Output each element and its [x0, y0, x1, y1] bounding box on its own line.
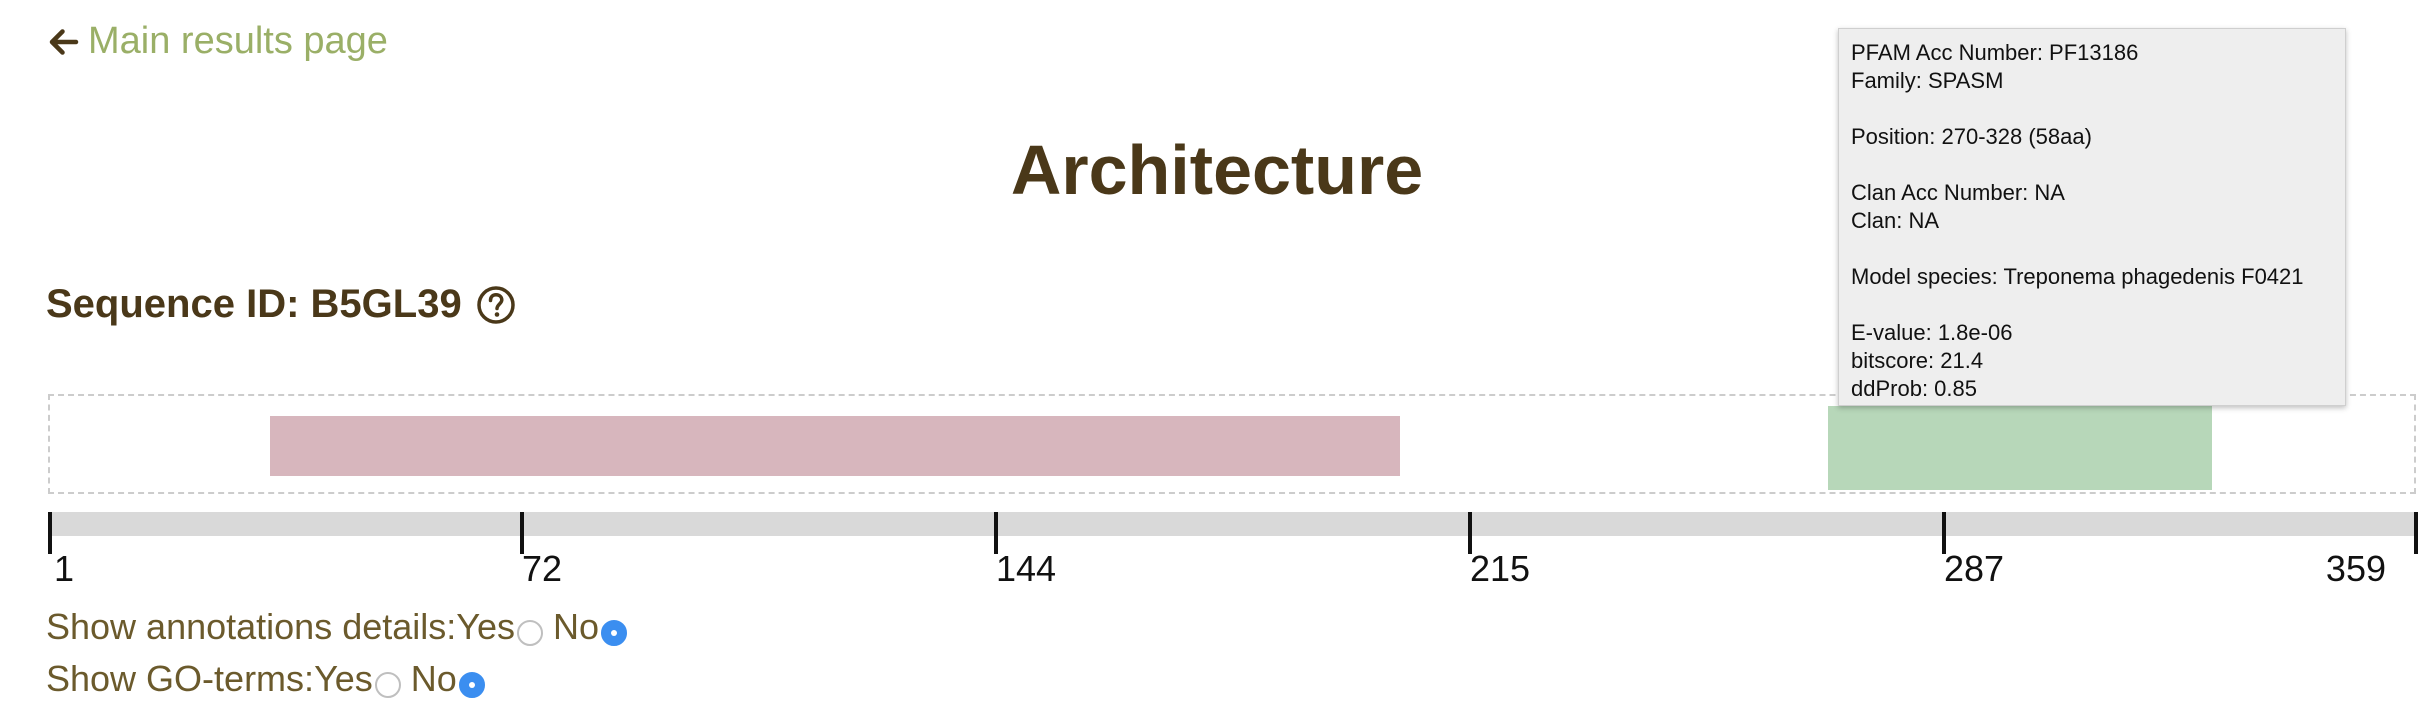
annotations-option-label: Show annotations details:: [46, 606, 457, 647]
tooltip-species: Model species: Treponema phagedenis F042…: [1851, 264, 2304, 289]
tooltip-family: Family: SPASM: [1851, 68, 2004, 93]
sequence-ruler: 1 72 144 215 287 359: [48, 512, 2418, 589]
goterms-option-label: Show GO-terms:: [46, 658, 315, 699]
ruler-tick-label: 144: [996, 548, 1057, 589]
tooltip-clan-acc: Clan Acc Number: NA: [1851, 180, 2065, 205]
goterms-yes-radio[interactable]: [374, 672, 401, 698]
ruler-tick-label: 1: [54, 548, 75, 589]
annotations-no-radio[interactable]: [601, 620, 628, 646]
back-link-label[interactable]: Main results page: [88, 20, 388, 62]
ruler-tick-label: 359: [2325, 548, 2386, 589]
goterms-option-row: Show GO-terms: Yes No: [46, 658, 495, 700]
question-circle-icon[interactable]: [476, 285, 516, 325]
tooltip-evalue: E-value: 1.8e-06: [1851, 320, 2013, 345]
annotations-yes-radio[interactable]: [517, 620, 544, 646]
goterms-no-radio[interactable]: [458, 672, 485, 698]
architecture-track: [48, 394, 2416, 494]
ruler-tick: [520, 512, 524, 554]
domain-tooltip: PFAM Acc Number: PF13186 Family: SPASM P…: [1838, 28, 2346, 406]
goterms-yes-label: Yes: [314, 658, 373, 699]
ruler-tick: [1942, 512, 1946, 554]
ruler-tick: [2414, 512, 2418, 554]
domain-bar-spasm[interactable]: [1828, 406, 2212, 490]
ruler-tick: [994, 512, 998, 554]
back-link[interactable]: Main results page: [46, 20, 388, 63]
goterms-no-label: No: [410, 658, 457, 699]
arrow-left-icon: [49, 28, 79, 55]
sequence-id-label: Sequence ID: B5GL39: [46, 282, 462, 326]
tooltip-clan: Clan: NA: [1851, 208, 1940, 233]
annotations-no-label: No: [553, 606, 600, 647]
annotations-option-row: Show annotations details: Yes No: [46, 606, 637, 648]
tooltip-bitscore: bitscore: 21.4: [1851, 348, 1984, 373]
ruler-tick-label: 287: [1944, 548, 2005, 589]
tooltip-ddprob: ddProb: 0.85: [1851, 376, 1977, 401]
ruler-tick-label: 215: [1470, 548, 1531, 589]
ruler-tick-label: 72: [522, 548, 563, 589]
tooltip-acc: PFAM Acc Number: PF13186: [1851, 40, 2139, 65]
sequence-id-row: Sequence ID: B5GL39: [46, 282, 516, 327]
domain-bar-1[interactable]: [270, 416, 1400, 476]
ruler-tick: [48, 512, 52, 554]
tooltip-position: Position: 270-328 (58aa): [1851, 124, 2092, 149]
ruler-tick: [1468, 512, 1472, 554]
page-title: Architecture: [1010, 131, 1424, 209]
annotations-yes-label: Yes: [456, 606, 516, 647]
